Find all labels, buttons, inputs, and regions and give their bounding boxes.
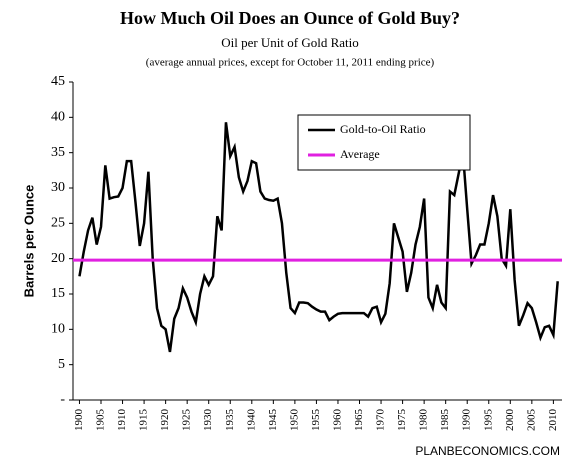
x-tick-label: 1905 (95, 409, 107, 432)
x-tick-label: 1960 (331, 409, 343, 432)
x-tick-label: 1985 (439, 409, 451, 432)
y-tick-label: 45 (51, 74, 65, 89)
y-tick-label: 15 (51, 286, 65, 301)
x-tick-label: 1935 (224, 409, 236, 432)
y-tick-label: 30 (51, 180, 65, 195)
y-tick-label: 5 (58, 357, 65, 372)
x-tick-label: 1910 (116, 409, 128, 432)
legend-label: Average (340, 147, 380, 161)
x-tick-label: 1920 (159, 409, 171, 432)
x-tick-label: 1995 (482, 409, 494, 432)
legend-box (297, 114, 471, 171)
chart-title: How Much Oil Does an Ounce of Gold Buy? (120, 8, 460, 28)
x-tick-label: 1980 (418, 409, 430, 432)
y-tick-label: 40 (51, 110, 65, 125)
x-tick-label: 2000 (504, 409, 516, 432)
x-tick-label: 1940 (245, 409, 257, 432)
x-tick-label: 2010 (547, 409, 559, 432)
x-tick-label: 1915 (138, 409, 150, 432)
chart-note: (average annual prices, except for Octob… (146, 57, 435, 69)
x-tick-label: 1970 (375, 409, 387, 432)
x-tick-label: 1975 (396, 409, 408, 432)
chart-subtitle: Oil per Unit of Gold Ratio (221, 35, 359, 50)
x-tick-label: 2005 (525, 409, 537, 432)
x-tick-label: 1955 (310, 409, 322, 432)
y-tick-label: 25 (51, 216, 65, 231)
x-tick-label: 1965 (353, 409, 365, 432)
legend-label: Gold-to-Oil Ratio (340, 122, 426, 136)
y-tick-label: - (60, 392, 65, 407)
x-tick-label: 1950 (288, 409, 300, 432)
x-tick-label: 1925 (181, 409, 193, 432)
y-axis-label: Barrels per Ounce (21, 185, 36, 298)
x-tick-label: 1930 (202, 409, 214, 432)
x-tick-label: 1900 (73, 409, 85, 432)
y-tick-label: 20 (51, 251, 65, 266)
y-tick-label: 35 (51, 145, 65, 160)
data-line (78, 122, 559, 353)
x-tick-label: 1990 (461, 409, 473, 432)
y-tick-label: 10 (51, 322, 65, 337)
source: PLANBECONOMICS.COM (415, 444, 560, 458)
x-tick-label: 1945 (267, 409, 279, 432)
